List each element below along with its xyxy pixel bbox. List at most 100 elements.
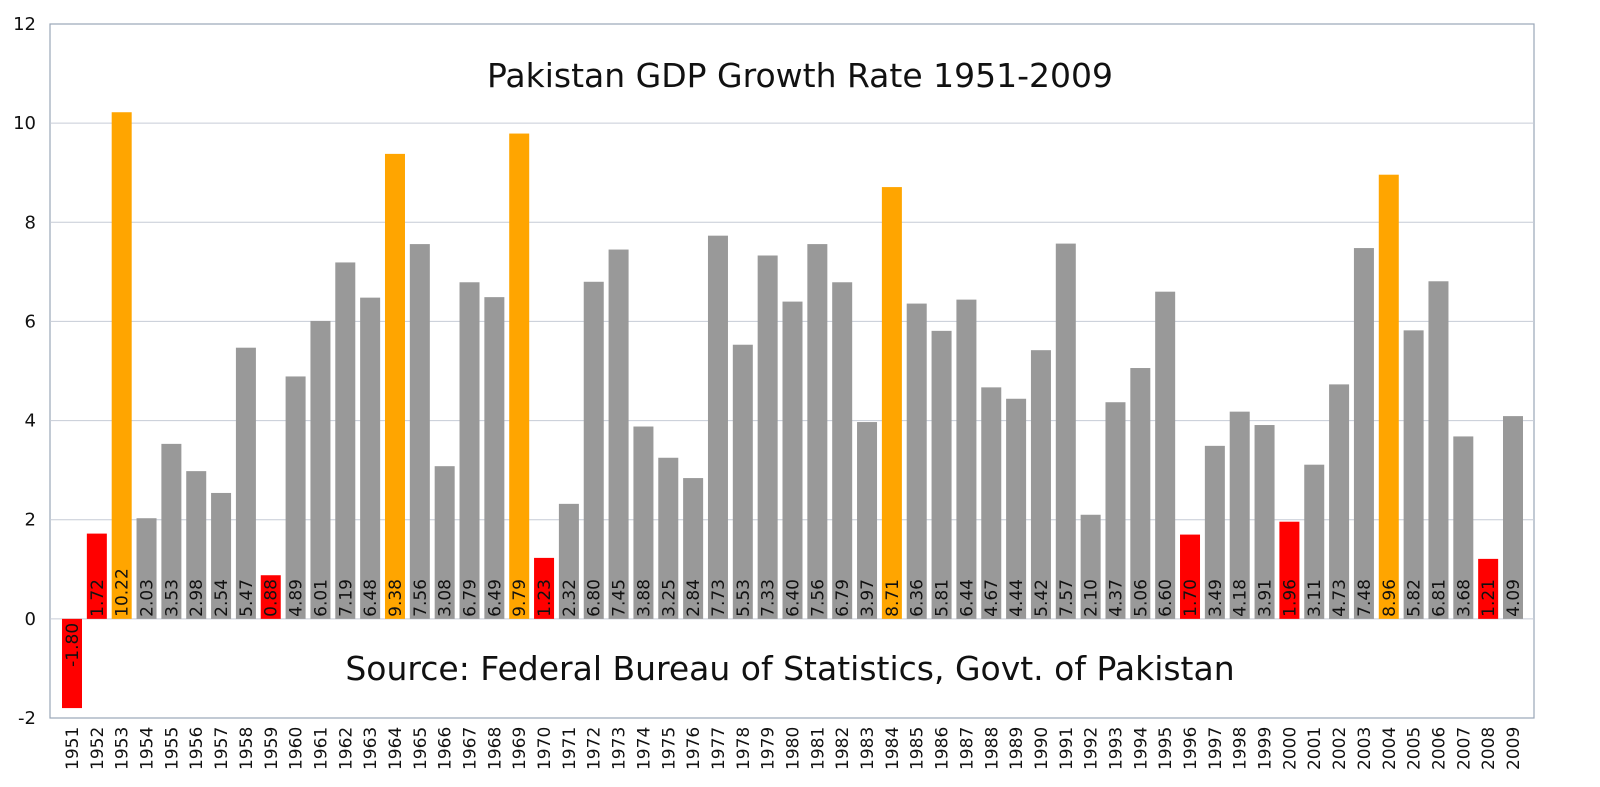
data-label: 6.81 bbox=[1429, 579, 1449, 617]
x-tick-label: 1954 bbox=[138, 727, 158, 770]
data-label: 7.56 bbox=[808, 579, 828, 617]
data-label: 1.23 bbox=[535, 579, 555, 617]
chart-title: Pakistan GDP Growth Rate 1951-2009 bbox=[487, 56, 1113, 95]
x-tick-label: 1986 bbox=[933, 727, 953, 770]
x-tick-label: 2001 bbox=[1305, 727, 1325, 770]
data-label: 1.96 bbox=[1280, 579, 1300, 617]
bar-1996 bbox=[1180, 534, 1201, 619]
data-label: 5.06 bbox=[1131, 579, 1151, 617]
bar-2004 bbox=[1378, 174, 1399, 619]
x-tick-label: 1953 bbox=[113, 727, 133, 770]
bar-1998 bbox=[1229, 411, 1250, 619]
x-tick-label: 1974 bbox=[634, 727, 654, 770]
bar-1965 bbox=[409, 244, 430, 619]
bar-1954 bbox=[136, 518, 157, 619]
data-label: 3.11 bbox=[1305, 579, 1325, 617]
bar-1960 bbox=[285, 376, 306, 619]
bar-1982 bbox=[832, 282, 853, 619]
bar-1971 bbox=[558, 503, 579, 619]
data-label: 10.22 bbox=[113, 568, 133, 617]
bar-2003 bbox=[1353, 248, 1374, 619]
x-tick-label: 1961 bbox=[311, 727, 331, 770]
bar-1959 bbox=[260, 575, 281, 619]
bar-1964 bbox=[384, 153, 405, 619]
x-tick-label: 1966 bbox=[436, 727, 456, 770]
data-label: 6.79 bbox=[461, 579, 481, 617]
x-tick-label: 1981 bbox=[808, 727, 828, 770]
data-label: 7.56 bbox=[411, 579, 431, 617]
bars bbox=[62, 112, 1523, 709]
bar-2001 bbox=[1304, 464, 1325, 619]
bar-2000 bbox=[1279, 521, 1300, 619]
y-tick-label: 10 bbox=[13, 113, 36, 134]
data-label: 8.71 bbox=[883, 579, 903, 617]
data-label: 3.49 bbox=[1206, 579, 1226, 617]
x-tick-label: 1958 bbox=[237, 727, 257, 770]
bar-1992 bbox=[1080, 514, 1101, 619]
bar-2008 bbox=[1478, 558, 1499, 619]
data-label: 0.88 bbox=[262, 579, 282, 617]
bar-1990 bbox=[1030, 350, 1051, 619]
data-label: 5.47 bbox=[237, 579, 257, 617]
bar-2002 bbox=[1329, 384, 1350, 619]
x-tick-label: 1987 bbox=[957, 727, 977, 770]
x-tick-label: 2009 bbox=[1504, 727, 1524, 770]
bar-1993 bbox=[1105, 402, 1126, 619]
x-tick-label: 1979 bbox=[759, 727, 779, 770]
bar-1962 bbox=[335, 262, 356, 619]
x-tick-label: 1976 bbox=[684, 727, 704, 770]
data-label: 6.79 bbox=[833, 579, 853, 617]
bar-1994 bbox=[1130, 368, 1151, 619]
data-label: 1.72 bbox=[88, 579, 108, 617]
data-label: 2.32 bbox=[560, 579, 580, 617]
x-tick-label: 1951 bbox=[63, 727, 83, 770]
bar-1963 bbox=[360, 297, 381, 619]
y-tick-label: 6 bbox=[25, 311, 36, 332]
x-tick-label: 2008 bbox=[1479, 727, 1499, 770]
x-tick-label: 1988 bbox=[982, 727, 1002, 770]
data-label: 5.53 bbox=[734, 579, 754, 617]
bar-2005 bbox=[1403, 330, 1424, 619]
x-tick-label: 1957 bbox=[212, 727, 232, 770]
x-tick-label: 1999 bbox=[1256, 727, 1276, 770]
data-label: 3.88 bbox=[634, 579, 654, 617]
x-axis-ticks: 1951 1952 1953 1954 1955 1956 1957 1958 1959 1960… bbox=[63, 727, 1524, 770]
data-label: 6.49 bbox=[485, 579, 505, 617]
bar-1976 bbox=[683, 478, 704, 619]
bar-1968 bbox=[484, 297, 505, 619]
bar-1952 bbox=[86, 533, 107, 619]
data-label: 2.10 bbox=[1082, 579, 1102, 617]
bar-1984 bbox=[881, 187, 902, 619]
x-tick-label: 1972 bbox=[585, 727, 605, 770]
x-tick-label: 1997 bbox=[1206, 727, 1226, 770]
y-tick-label: 12 bbox=[13, 14, 36, 35]
data-label: 5.82 bbox=[1405, 579, 1425, 617]
data-label: 7.73 bbox=[709, 579, 729, 617]
x-tick-label: 1964 bbox=[386, 727, 406, 770]
bar-2007 bbox=[1453, 436, 1474, 619]
x-tick-label: 2004 bbox=[1380, 727, 1400, 770]
y-tick-label: 2 bbox=[25, 510, 36, 531]
x-tick-label: 2005 bbox=[1405, 727, 1425, 770]
bar-1972 bbox=[583, 281, 604, 619]
bar-1970 bbox=[534, 557, 555, 619]
x-tick-label: 1993 bbox=[1106, 727, 1126, 770]
x-tick-label: 1967 bbox=[461, 727, 481, 770]
bar-2009 bbox=[1503, 416, 1523, 619]
y-tick-label: 4 bbox=[25, 411, 36, 432]
data-label: 5.81 bbox=[933, 579, 953, 617]
bar-1980 bbox=[782, 301, 803, 619]
bar-1957 bbox=[211, 492, 232, 619]
x-tick-label: 2002 bbox=[1330, 727, 1350, 770]
data-label: 6.01 bbox=[311, 579, 331, 617]
bar-1973 bbox=[608, 249, 629, 619]
data-label: 3.25 bbox=[659, 579, 679, 617]
x-tick-label: 1994 bbox=[1131, 727, 1151, 770]
data-label: 2.03 bbox=[138, 579, 158, 617]
x-tick-label: 1970 bbox=[535, 727, 555, 770]
bar-1951 bbox=[62, 618, 82, 709]
data-label: 4.37 bbox=[1106, 579, 1126, 617]
bar-1983 bbox=[857, 422, 878, 619]
data-label: 9.79 bbox=[510, 579, 530, 617]
